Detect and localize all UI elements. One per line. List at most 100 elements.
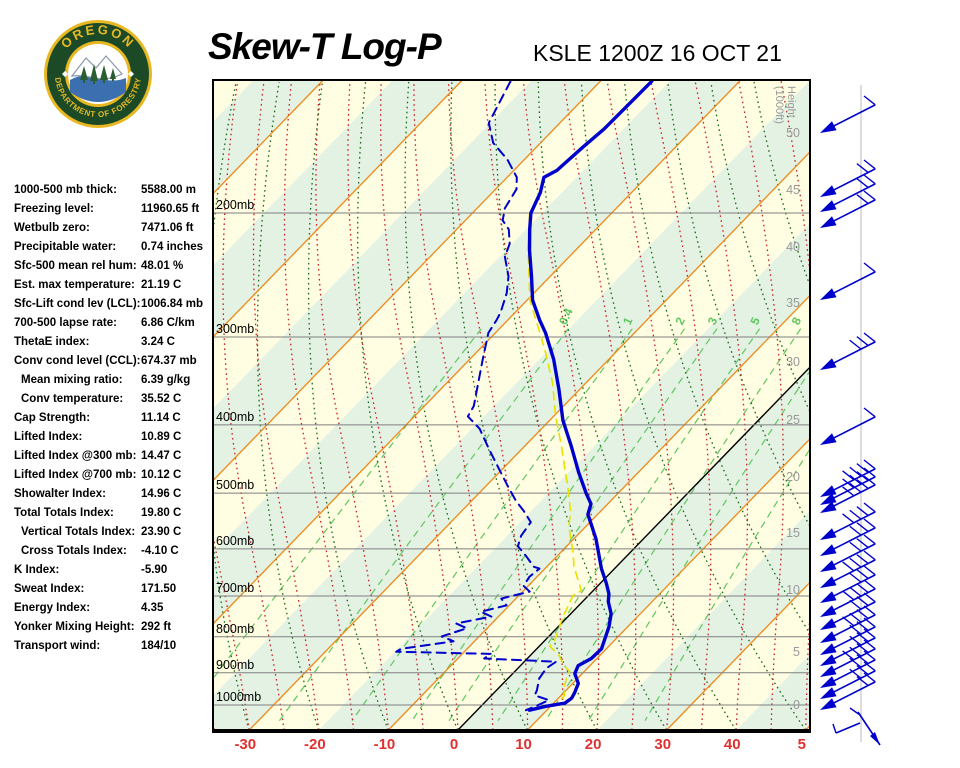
index-label: Sweat Index: — [14, 583, 85, 595]
station-datetime: KSLE 1200Z 16 OCT 21 — [533, 40, 782, 66]
moist-adiabat — [0, 80, 56, 730]
index-label: K Index: — [14, 564, 60, 576]
index-row: Transport wind: 184/10 — [14, 638, 212, 657]
wind-barb — [820, 502, 876, 540]
temperature-tick-label: -10 — [374, 736, 396, 753]
dry-adiabat — [213, 81, 250, 730]
index-row: Lifted Index: 10.89 C — [14, 429, 212, 448]
temperature-trace — [527, 80, 654, 712]
mixing-ratio-line — [278, 328, 569, 722]
index-value: 1006.84 mb — [141, 298, 204, 310]
index-row: Conv cond level (CCL): 674.37 mb — [14, 353, 212, 372]
isotherm — [213, 80, 324, 195]
wind-barb — [820, 459, 876, 497]
index-row: 700-500 lapse rate: 6.86 C/km — [14, 315, 212, 334]
mixing-ratio-line — [351, 328, 633, 722]
index-row: Sfc-500 mean rel hum: 48.01 % — [14, 258, 212, 277]
wind-barb — [820, 534, 876, 572]
wind-barb — [820, 550, 876, 588]
index-value: 10.89 C — [141, 431, 182, 443]
index-value: 0.74 inches — [141, 241, 204, 253]
index-label: Energy Index: — [14, 602, 91, 614]
dry-adiabat — [91, 82, 149, 730]
index-value: 171.50 — [141, 583, 177, 595]
index-value: 19.80 C — [141, 507, 182, 519]
index-label: 1000-500 mb thick: — [14, 184, 117, 196]
index-label: Lifted Index @700 mb: — [14, 469, 137, 481]
mixing-ratio-line — [213, 328, 482, 680]
pressure-label: 300mb — [216, 322, 254, 336]
dry-adiabat — [31, 82, 107, 730]
moist-adiabat — [484, 80, 564, 730]
index-value: 48.01 % — [141, 260, 184, 272]
dewpoint-trace — [395, 80, 558, 712]
isotherm — [213, 80, 602, 482]
index-label: Sfc-500 mean rel hum: — [14, 260, 137, 272]
index-row: 1000-500 mb thick: 5588.00 m — [14, 182, 212, 201]
index-label: Total Totals Index: — [14, 507, 114, 519]
index-label: Yonker Mixing Height: — [14, 621, 135, 633]
height-label: 30 — [786, 355, 800, 369]
index-row: K Index: -5.90 — [14, 562, 212, 581]
index-row: Mean mixing ratio: 6.39 g/kg — [14, 372, 212, 391]
pressure-label: 500mb — [216, 478, 254, 492]
index-value: 5588.00 m — [141, 184, 196, 196]
isotherm-band — [213, 80, 810, 730]
dry-adiabat — [357, 81, 459, 730]
pressure-label: 200mb — [216, 198, 254, 212]
mixing-ratio-line — [448, 328, 718, 722]
index-label: Wetbulb zero: — [14, 222, 90, 234]
index-row: Est. max temperature: 21.19 C — [14, 277, 212, 296]
isotherm-band — [318, 223, 810, 730]
wind-barb — [820, 467, 876, 505]
index-label: Showalter Index: — [14, 488, 107, 500]
moist-adiabat — [563, 80, 637, 730]
index-value: 292 ft — [141, 621, 172, 633]
wind-barb — [820, 565, 876, 603]
index-row: Sweat Index: 171.50 — [14, 581, 212, 600]
isotherm — [527, 437, 810, 730]
height-label: 10 — [786, 583, 800, 597]
index-value: 6.39 g/kg — [141, 374, 191, 386]
indices-panel: 1000-500 mb thick: 5588.00 m Freezing leve… — [14, 182, 212, 657]
wind-barb — [820, 661, 876, 699]
isotherm — [805, 724, 810, 730]
wind-barb — [820, 262, 876, 300]
wind-barb — [820, 174, 876, 212]
isotherm — [248, 151, 810, 730]
index-label: Mean mixing ratio: — [21, 374, 123, 386]
pressure-label: 800mb — [216, 622, 254, 636]
index-label: Cap Strength: — [14, 412, 91, 424]
temperature-tick-label: 20 — [585, 736, 602, 753]
wind-barb — [820, 407, 876, 445]
page-title: Skew-T Log-P — [208, 26, 442, 67]
wetbulb-trace — [526, 212, 583, 712]
dry-adiabat — [0, 82, 20, 730]
dry-adiabat — [450, 81, 598, 730]
isotherm — [0, 80, 184, 730]
wind-barb — [820, 579, 876, 617]
index-label: Sfc-Lift cond lev (LCL): — [14, 298, 141, 310]
index-value: 7471.06 ft — [141, 222, 194, 234]
index-row: Precipitable water: 0.74 inches — [14, 239, 212, 258]
dry-adiabat — [753, 81, 810, 288]
moist-adiabat — [902, 80, 922, 730]
height-label: 20 — [786, 470, 800, 484]
height-label: 35 — [786, 296, 800, 310]
index-value: 21.19 C — [141, 279, 182, 291]
pressure-label: 900mb — [216, 658, 254, 672]
index-label: Lifted Index @300 mb: — [14, 450, 137, 462]
moist-adiabat — [0, 80, 35, 730]
index-label: Vertical Totals Index: — [21, 526, 136, 538]
moist-adiabat — [737, 80, 785, 730]
height-axis-title: Height(1000ft) — [773, 86, 797, 124]
index-label: Freezing level: — [14, 203, 94, 215]
index-value: 184/10 — [141, 640, 177, 652]
index-value: 14.47 C — [141, 450, 182, 462]
index-value: -4.10 C — [141, 545, 179, 557]
index-label: Conv cond level (CCL): — [14, 355, 141, 367]
moist-adiabat — [18, 80, 77, 730]
index-row: Cross Totals Index: -4.10 C — [14, 543, 212, 562]
index-row: Lifted Index @300 mb: 14.47 C — [14, 448, 212, 467]
